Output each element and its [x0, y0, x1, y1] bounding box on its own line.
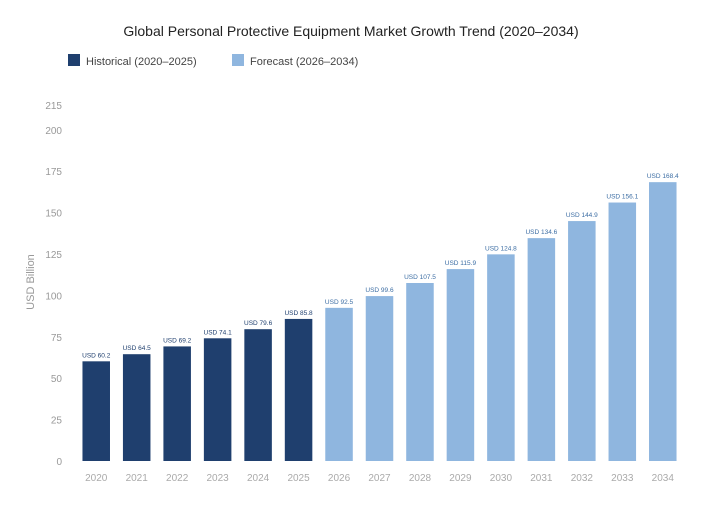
bar-2030: [487, 254, 515, 461]
data-label-2030: USD 124.8: [485, 245, 517, 252]
y-axis-label: USD Billion: [25, 254, 37, 310]
x-tick-label-2023: 2023: [207, 473, 230, 484]
data-label-2027: USD 99.6: [365, 287, 394, 294]
x-tick-label-2024: 2024: [247, 473, 270, 484]
data-label-2031: USD 134.6: [525, 229, 557, 236]
legend: Historical (2020–2025) Forecast (2026–20…: [68, 54, 358, 68]
y-tick-label: 50: [51, 374, 63, 385]
x-axis: 2020 2021 2022 2023 2024 2025 2026 2027 2028 2029…: [85, 473, 674, 484]
data-label-2026: USD 92.5: [325, 299, 354, 306]
x-tick-label-2034: 2034: [652, 473, 675, 484]
bar-2020: [82, 361, 110, 461]
y-tick-label: 75: [51, 333, 63, 344]
y-tick-label: 100: [45, 291, 62, 302]
y-tick-label: 125: [45, 250, 62, 261]
bar-2027: [365, 296, 394, 461]
bar-2024: [244, 329, 272, 461]
legend-label-historical: Historical (2020–2025): [86, 56, 197, 68]
y-tick-label: 200: [45, 126, 62, 137]
bar-2028: [406, 283, 434, 461]
x-tick-label-2029: 2029: [449, 473, 472, 484]
data-label-2021: USD 64.5: [123, 345, 152, 352]
y-axis: 0 25 50 75 100 125 150 175 200 215: [45, 101, 62, 468]
y-tick-label: 215: [45, 101, 62, 112]
bar-2022: [163, 346, 191, 461]
data-label-2029: USD 115.9: [445, 260, 477, 267]
y-tick-label: 150: [45, 209, 62, 220]
bar-2032: [568, 221, 596, 461]
bar-2021: [122, 354, 151, 461]
bar-2031: [527, 238, 556, 461]
data-label-2025: USD 85.8: [284, 310, 313, 317]
x-tick-label-2021: 2021: [126, 473, 149, 484]
x-tick-label-2030: 2030: [490, 473, 513, 484]
data-label-2032: USD 144.9: [566, 212, 598, 219]
y-tick-label: 0: [56, 457, 62, 468]
x-tick-label-2028: 2028: [409, 473, 432, 484]
x-tick-label-2031: 2031: [530, 473, 553, 484]
data-label-2020: USD 60.2: [82, 352, 111, 359]
bar-2023: [203, 338, 232, 461]
legend-label-forecast: Forecast (2026–2034): [250, 56, 358, 68]
legend-swatch-forecast: [232, 54, 244, 66]
chart-title: Global Personal Protective Equipment Mar…: [123, 23, 578, 39]
bars: USD 60.2 USD 64.5 USD 69.2 USD 74.1 USD 79.6…: [82, 173, 679, 461]
x-tick-label-2026: 2026: [328, 473, 351, 484]
x-tick-label-2027: 2027: [368, 473, 391, 484]
y-tick-label: 175: [45, 167, 62, 178]
y-tick-label: 25: [51, 416, 63, 427]
bar-2033: [608, 202, 637, 461]
data-label-2024: USD 79.6: [244, 320, 273, 327]
data-label-2033: USD 156.1: [606, 194, 638, 201]
x-tick-label-2020: 2020: [85, 473, 108, 484]
bar-2026: [325, 307, 353, 461]
legend-swatch-historical: [68, 54, 80, 66]
data-label-2034: USD 168.4: [647, 173, 679, 180]
bar-2034: [649, 182, 677, 461]
x-tick-label-2022: 2022: [166, 473, 189, 484]
bar-2025: [284, 318, 313, 461]
data-label-2022: USD 69.2: [163, 337, 192, 344]
x-tick-label-2033: 2033: [611, 473, 634, 484]
data-label-2028: USD 107.5: [404, 274, 436, 281]
bar-2029: [446, 269, 475, 461]
data-label-2023: USD 74.1: [204, 329, 233, 336]
x-tick-label-2032: 2032: [571, 473, 594, 484]
x-tick-label-2025: 2025: [287, 473, 310, 484]
